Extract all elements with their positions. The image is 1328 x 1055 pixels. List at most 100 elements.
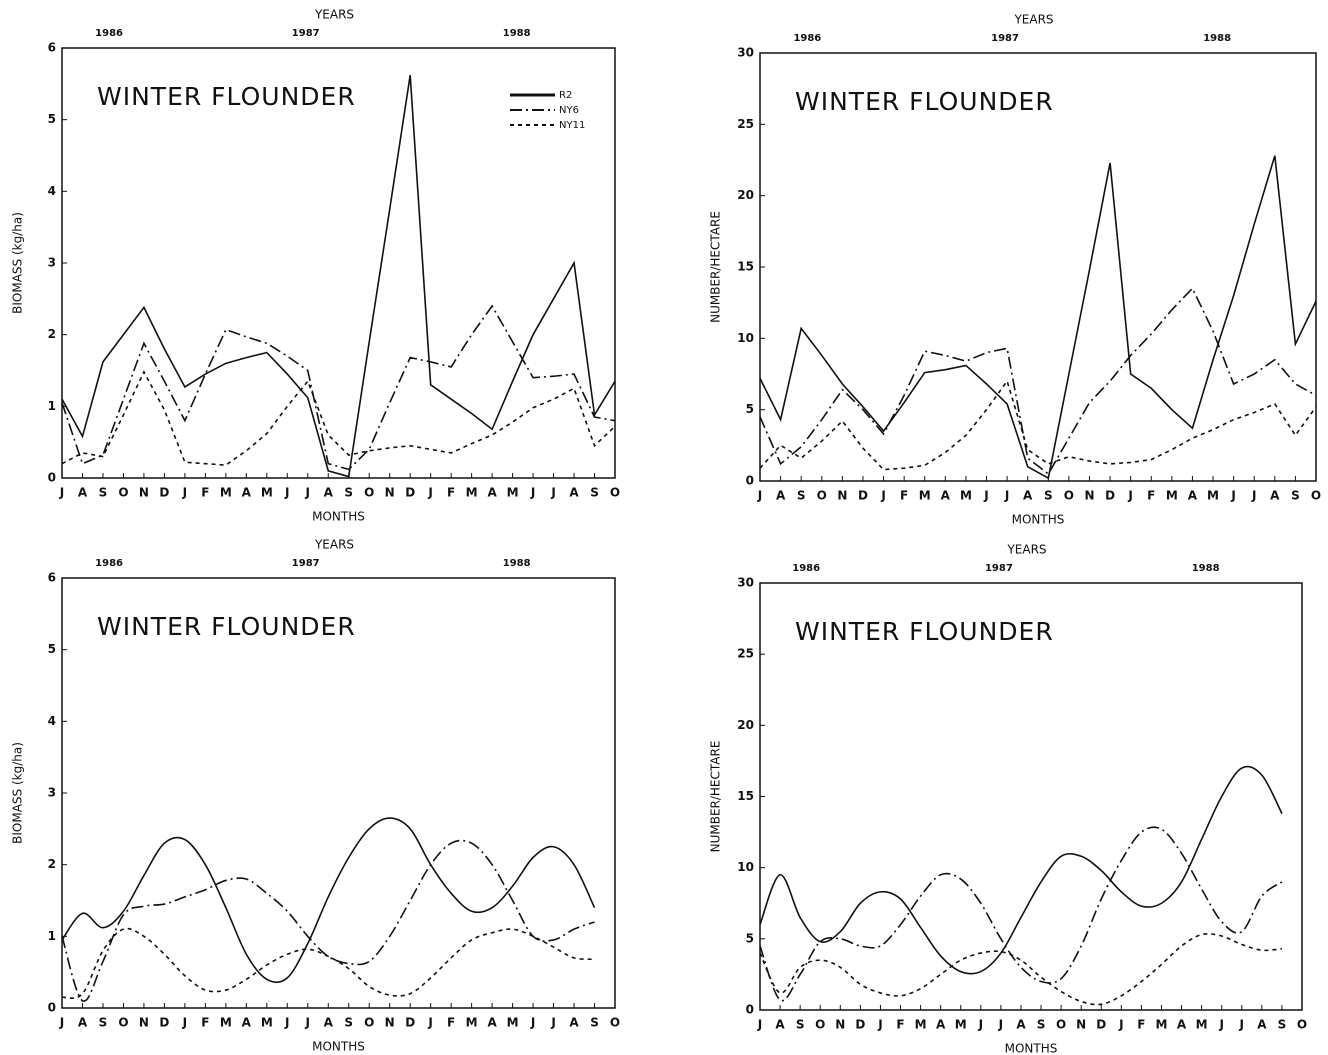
series-line	[759, 933, 1283, 1006]
top-axis-label: YEARS	[1006, 543, 1046, 557]
y-tick-label: 0	[746, 1003, 754, 1017]
year-label: 1987	[292, 558, 320, 569]
x-tick-label: M	[955, 1018, 967, 1032]
x-tick-label: J	[284, 1016, 289, 1030]
x-tick-label: S	[1278, 1018, 1287, 1032]
x-tick-label: M	[919, 489, 931, 503]
x-tick-label: J	[880, 489, 885, 503]
panel: WINTER FLOUNDER MONTHS BIOMASS (kg/ha) YEAR…	[11, 8, 621, 524]
x-tick-label: O	[1064, 489, 1074, 503]
x-tick-label: F	[201, 486, 209, 500]
x-tick-label: F	[447, 486, 455, 500]
x-tick-label: M	[915, 1018, 927, 1032]
year-label: 1987	[292, 28, 320, 39]
y-tick-label: 5	[48, 642, 56, 656]
x-tick-label: J	[1239, 1018, 1244, 1032]
x-tick-label: S	[796, 1018, 805, 1032]
x-tick-label: A	[941, 489, 951, 503]
y-axis-label: BIOMASS (kg/ha)	[11, 212, 25, 314]
y-axis-label: NUMBER/HECTARE	[709, 741, 723, 853]
x-tick-label: J	[305, 486, 310, 500]
x-tick-label: A	[324, 1016, 334, 1030]
x-tick-label: M	[507, 1016, 519, 1030]
x-tick-label: N	[385, 486, 395, 500]
x-axis-label: MONTHS	[1005, 1042, 1058, 1055]
plot-frame	[759, 52, 1317, 482]
x-tick-label: A	[936, 1018, 946, 1032]
series-line	[61, 817, 596, 984]
series-line	[759, 155, 1317, 480]
y-tick-label: 15	[737, 260, 754, 274]
x-tick-label: S	[99, 486, 108, 500]
year-label: 1986	[793, 33, 821, 44]
x-tick-label: J	[550, 486, 555, 500]
chart-title: WINTER FLOUNDER	[97, 82, 356, 111]
series-line	[759, 826, 1283, 1002]
x-tick-label: M	[466, 486, 478, 500]
series-line	[61, 304, 616, 471]
x-tick-label: J	[182, 1016, 187, 1030]
y-axis-label: NUMBER/HECTARE	[709, 211, 723, 323]
x-tick-label: N	[837, 489, 847, 503]
x-tick-label: J	[1118, 1018, 1123, 1032]
panel: WINTER FLOUNDER MONTHS BIOMASS (kg/ha) YEAR…	[11, 538, 621, 1054]
x-axis-label: MONTHS	[1012, 513, 1065, 527]
x-tick-label: M	[261, 1016, 273, 1030]
y-tick-label: 30	[737, 576, 754, 590]
series-line	[61, 370, 616, 466]
x-tick-label: D	[405, 1016, 415, 1030]
x-tick-label: J	[757, 1018, 762, 1032]
x-tick-label: O	[1297, 1018, 1307, 1032]
y-tick-label: 5	[48, 112, 56, 126]
series-line	[61, 839, 595, 1002]
y-axis-label: BIOMASS (kg/ha)	[11, 742, 25, 844]
y-tick-label: 4	[48, 184, 56, 198]
y-tick-label: 2	[48, 327, 56, 341]
x-tick-label: M	[261, 486, 273, 500]
y-tick-label: 20	[737, 718, 754, 732]
x-tick-label: J	[1218, 1018, 1223, 1032]
x-tick-label: J	[182, 486, 187, 500]
x-tick-label: S	[1291, 489, 1300, 503]
year-label: 1988	[1192, 563, 1220, 574]
x-tick-label: F	[201, 1016, 209, 1030]
x-tick-label: J	[1127, 489, 1132, 503]
x-tick-label: D	[858, 489, 868, 503]
x-tick-label: J	[877, 1018, 882, 1032]
y-tick-label: 25	[737, 117, 754, 131]
x-tick-label: M	[1156, 1018, 1168, 1032]
year-label: 1987	[985, 563, 1013, 574]
x-tick-label: J	[1230, 489, 1235, 503]
x-tick-label: M	[507, 486, 519, 500]
x-tick-label: O	[364, 486, 374, 500]
x-tick-label: A	[242, 486, 252, 500]
x-tick-label: J	[59, 1016, 64, 1030]
x-tick-label: S	[1044, 489, 1053, 503]
x-tick-label: S	[590, 486, 599, 500]
x-tick-label: J	[550, 1016, 555, 1030]
x-tick-label: D	[159, 1016, 169, 1030]
series-line	[61, 75, 616, 478]
y-tick-label: 3	[48, 256, 56, 270]
panel: WINTER FLOUNDER MONTHS NUMBER/HECTARE YEARS…	[709, 13, 1322, 527]
x-tick-label: A	[324, 486, 334, 500]
y-tick-label: 5	[746, 931, 754, 945]
x-tick-label: J	[530, 1016, 535, 1030]
x-tick-label: A	[1023, 489, 1033, 503]
chart-title: WINTER FLOUNDER	[795, 617, 1054, 646]
year-label: 1986	[95, 558, 123, 569]
x-tick-label: A	[776, 489, 786, 503]
x-tick-label: S	[1037, 1018, 1046, 1032]
x-tick-label: J	[983, 489, 988, 503]
series-line	[759, 379, 1317, 471]
series-line	[61, 927, 595, 999]
x-tick-label: M	[1166, 489, 1178, 503]
x-tick-label: J	[305, 1016, 310, 1030]
y-tick-label: 0	[48, 471, 56, 485]
x-axis-label: MONTHS	[312, 1040, 365, 1054]
x-tick-label: O	[364, 1016, 374, 1030]
x-tick-label: N	[835, 1018, 845, 1032]
y-tick-label: 3	[48, 786, 56, 800]
y-tick-label: 2	[48, 857, 56, 871]
